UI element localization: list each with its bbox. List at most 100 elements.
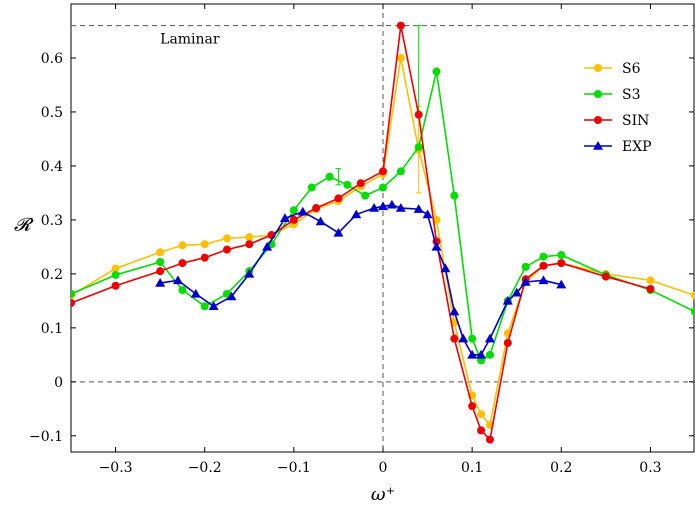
x-tick-label: −0.1 bbox=[277, 460, 311, 476]
data-point-exp bbox=[413, 204, 424, 213]
data-point-exp bbox=[449, 306, 460, 316]
data-point-exp bbox=[155, 278, 166, 287]
data-point-exp bbox=[440, 263, 451, 273]
y-tick-label: −0.1 bbox=[29, 429, 63, 445]
data-point-sin bbox=[557, 259, 566, 268]
legend-marker-s3 bbox=[594, 90, 602, 98]
legend-label-sin: SIN bbox=[622, 113, 649, 129]
legend-label-s3: S3 bbox=[622, 87, 641, 103]
data-point-s6 bbox=[223, 234, 231, 243]
data-point-sin bbox=[379, 167, 387, 176]
data-point-exp bbox=[431, 241, 442, 251]
data-point-sin bbox=[450, 334, 459, 343]
data-point-exp bbox=[556, 279, 567, 289]
data-point-exp bbox=[378, 201, 388, 211]
series-s3 bbox=[71, 25, 695, 365]
x-axis-label: ω⁺ bbox=[371, 484, 395, 505]
data-point-sin bbox=[396, 21, 405, 30]
data-point-s3 bbox=[414, 143, 423, 152]
data-point-sin bbox=[289, 215, 298, 224]
data-point-sin bbox=[468, 402, 477, 411]
data-point-s3 bbox=[379, 183, 387, 192]
data-point-exp bbox=[172, 275, 183, 285]
data-point-s3 bbox=[691, 307, 695, 316]
legend-marker-exp bbox=[593, 141, 603, 150]
x-tick-label: −0.3 bbox=[99, 460, 133, 476]
data-point-exp bbox=[476, 349, 487, 359]
data-point-sin bbox=[539, 261, 548, 270]
data-point-exp bbox=[333, 227, 344, 237]
data-point-exp bbox=[190, 288, 201, 298]
data-point-s3 bbox=[432, 67, 441, 76]
series-exp bbox=[155, 199, 567, 359]
y-axis-label: 𝓡 bbox=[14, 215, 34, 236]
data-point-sin bbox=[646, 284, 655, 293]
x-tick-label: 0.1 bbox=[461, 460, 483, 476]
legend-label-exp: EXP bbox=[622, 139, 652, 155]
data-point-s6 bbox=[156, 248, 165, 257]
y-tick-label: 0.2 bbox=[41, 267, 63, 283]
data-point-exp bbox=[538, 275, 549, 285]
data-point-exp bbox=[467, 349, 478, 359]
data-point-exp bbox=[520, 276, 531, 286]
data-point-s3 bbox=[450, 191, 459, 200]
data-point-s3 bbox=[111, 270, 120, 279]
data-point-s3 bbox=[557, 250, 566, 259]
y-tick-label: 0.6 bbox=[41, 51, 63, 67]
data-point-s3 bbox=[325, 172, 334, 181]
y-tick-label: 0.1 bbox=[41, 321, 63, 337]
series-layer bbox=[71, 21, 695, 444]
data-point-exp bbox=[351, 209, 362, 219]
legend: S6 S3 SIN EXP bbox=[584, 61, 652, 155]
data-point-sin bbox=[245, 240, 254, 249]
data-point-s3 bbox=[200, 302, 209, 311]
data-point-exp bbox=[502, 295, 513, 305]
data-point-s3 bbox=[539, 252, 548, 261]
data-point-s6 bbox=[111, 264, 120, 273]
data-point-s3 bbox=[361, 191, 370, 200]
data-point-s3 bbox=[468, 334, 477, 343]
x-tick-label: 0.2 bbox=[550, 460, 572, 476]
data-point-sin bbox=[414, 110, 423, 119]
data-point-exp bbox=[208, 301, 219, 311]
data-point-exp bbox=[315, 216, 326, 226]
data-point-exp bbox=[422, 209, 433, 219]
data-point-sin bbox=[601, 272, 610, 281]
data-point-exp bbox=[226, 291, 237, 301]
data-point-exp bbox=[279, 213, 290, 223]
data-point-exp bbox=[458, 333, 469, 343]
data-point-s6 bbox=[646, 276, 655, 285]
axis-ticks: −0.3 −0.2 −0.1 0 0.1 0.2 0.3 −0.1 0 0.1 0.2 0.3 0.4 0… bbox=[29, 4, 694, 476]
data-point-sin bbox=[156, 267, 165, 276]
reference-line-label: Laminar bbox=[160, 32, 220, 48]
data-point-s3 bbox=[289, 206, 298, 215]
series-s6 bbox=[71, 53, 695, 430]
series-line-s3 bbox=[71, 71, 695, 362]
series-line-sin bbox=[71, 25, 651, 442]
data-point-s3 bbox=[396, 167, 405, 176]
data-point-s6 bbox=[200, 240, 209, 249]
data-point-exp bbox=[484, 333, 495, 343]
x-tick-label: 0 bbox=[379, 460, 388, 476]
series-sin bbox=[71, 21, 655, 444]
data-point-s3 bbox=[156, 258, 165, 267]
data-point-s3 bbox=[71, 289, 75, 298]
data-point-s6 bbox=[178, 241, 187, 250]
reference-lines: Laminar bbox=[71, 4, 695, 452]
data-point-s3 bbox=[485, 350, 494, 359]
data-point-s6 bbox=[396, 53, 405, 62]
data-point-exp bbox=[369, 203, 380, 212]
data-point-sin bbox=[334, 194, 343, 203]
data-point-s3 bbox=[178, 286, 187, 295]
data-point-s3 bbox=[307, 183, 316, 192]
data-point-exp bbox=[386, 199, 397, 209]
data-point-sin bbox=[356, 179, 365, 188]
data-point-s6 bbox=[477, 410, 486, 419]
series-line-exp bbox=[160, 203, 562, 356]
data-point-sin bbox=[111, 281, 120, 290]
data-point-exp bbox=[262, 241, 273, 251]
data-point-s6 bbox=[691, 291, 695, 300]
x-tick-label: −0.2 bbox=[188, 460, 222, 476]
y-tick-label: 0.4 bbox=[41, 159, 63, 175]
